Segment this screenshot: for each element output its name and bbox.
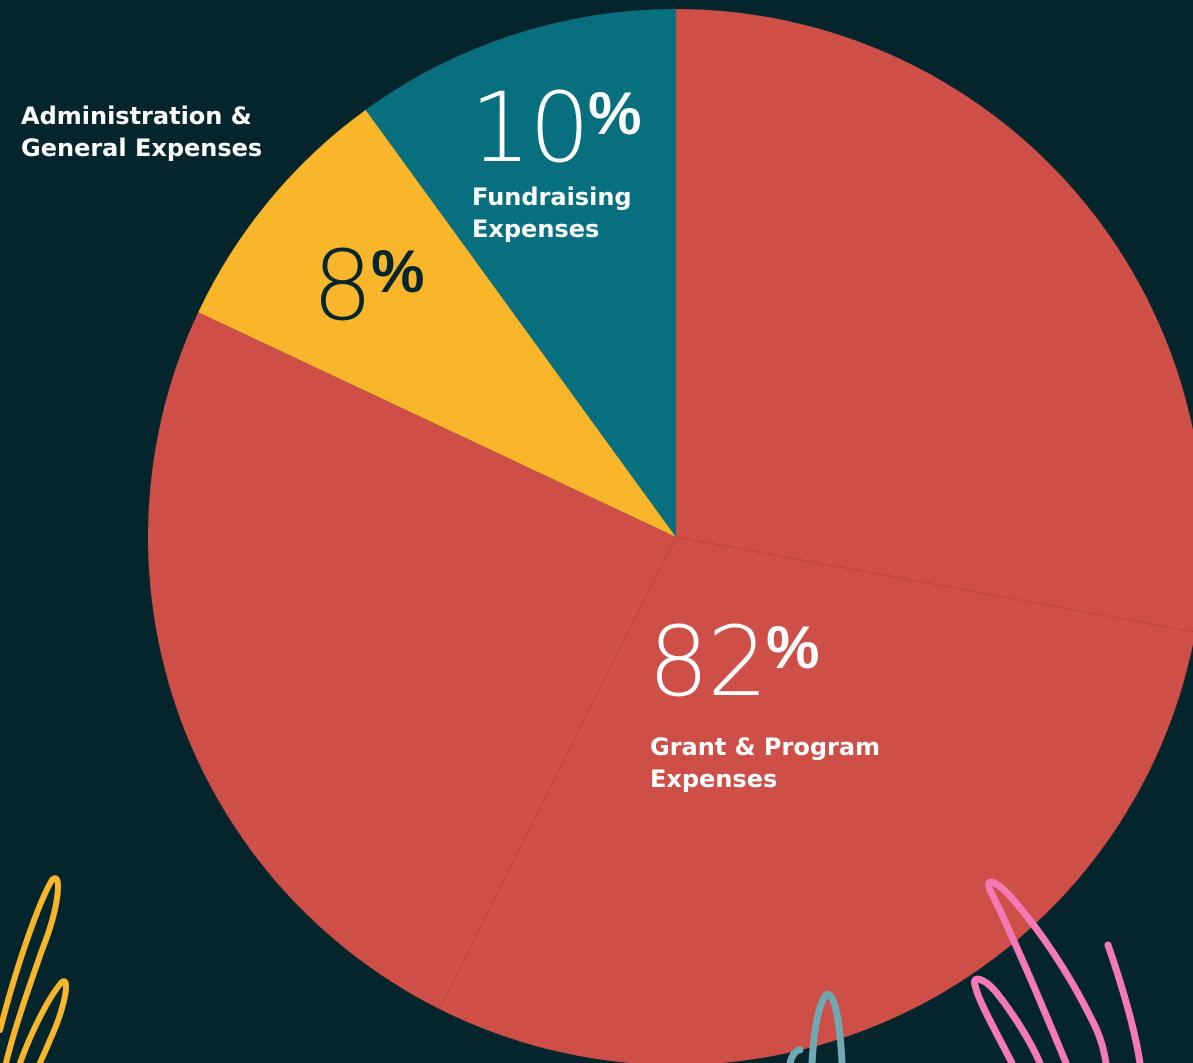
pct-fundraising-value: 10	[470, 72, 590, 184]
pct-grant-symbol: %	[766, 614, 820, 681]
pink-scribble-decoration	[985, 878, 1110, 1063]
pct-grant: 82%	[648, 614, 820, 710]
pie-seam-line	[438, 536, 677, 1010]
pie-seam-line	[675, 536, 1193, 633]
pct-fundraising-symbol: %	[588, 80, 642, 147]
pink-scribble-decoration	[971, 975, 1044, 1063]
pct-grant-value: 82	[648, 606, 768, 718]
teal-scribble-decoration	[786, 1046, 804, 1063]
label-fundraising: Fundraising Expenses	[472, 181, 632, 245]
pie-slice-fundraising-expenses	[365, 9, 676, 537]
label-admin: Administration & General Expenses	[21, 100, 262, 164]
teal-scribble-decoration	[808, 991, 846, 1063]
label-grant: Grant & Program Expenses	[650, 731, 880, 795]
label-grant-line-2: Expenses	[650, 765, 778, 793]
label-fundraising-line-2: Expenses	[472, 215, 600, 243]
yellow-scribble-decoration	[17, 978, 69, 1063]
label-grant-line-1: Grant & Program	[650, 733, 881, 761]
label-fundraising-line-1: Fundraising	[472, 183, 632, 211]
pie-slice-administration-general-expenses	[198, 109, 676, 537]
yellow-scribble-decoration	[0, 875, 61, 1063]
pink-scribble-decoration	[1104, 941, 1144, 1063]
label-admin-line-2: General Expenses	[21, 134, 263, 162]
pct-admin-symbol: %	[371, 238, 425, 305]
pct-admin-value: 8	[312, 230, 373, 342]
pct-fundraising: 10%	[470, 80, 642, 176]
pie-slices	[148, 9, 1193, 1063]
decorative-scribbles	[0, 875, 1144, 1063]
label-admin-line-1: Administration &	[21, 102, 252, 130]
pct-admin: 8%	[312, 238, 424, 334]
pie-slice-grant-program-expenses	[148, 9, 1193, 1063]
